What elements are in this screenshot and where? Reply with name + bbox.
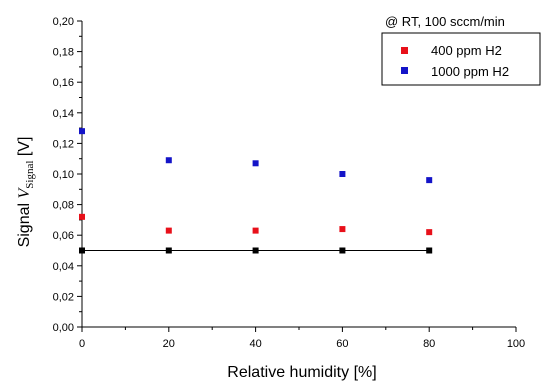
y-axis-title: Signal VSignal [V]: [16, 137, 36, 248]
x-tick-label: 80: [423, 338, 435, 350]
x-tick-label: 40: [249, 338, 261, 350]
y-axis-title-subscript: Signal: [24, 161, 36, 189]
series-1: [79, 128, 433, 184]
x-tick-label: 0: [79, 338, 85, 350]
data-point: [165, 227, 172, 234]
y-axis-title-prefix: Signal: [16, 199, 33, 248]
x-tick-label: 20: [163, 338, 175, 350]
data-point: [339, 247, 346, 254]
x-axis-title: Relative humidity [%]: [227, 364, 376, 381]
y-tick-label: 0,12: [53, 138, 74, 150]
data-point: [165, 157, 172, 164]
y-tick-label: 0,18: [53, 47, 74, 59]
data-point: [252, 227, 259, 234]
series-0: [79, 213, 433, 236]
series-2: [79, 247, 433, 254]
chart-ticks: 0,00 0,02 0,04 0,06 0,08 0,10 0,12 0,14 0,16 0,18…: [53, 16, 526, 350]
chart-marks: [79, 128, 433, 254]
data-point: [79, 213, 85, 220]
data-point: [252, 160, 259, 167]
y-axis-title-symbol: V: [16, 187, 33, 199]
y-tick-label: 0,10: [53, 169, 74, 181]
data-point: [426, 177, 433, 184]
y-tick-label: 0,06: [53, 230, 74, 242]
data-point: [339, 226, 346, 233]
y-tick-label: 0,08: [53, 200, 74, 212]
x-tick-label: 100: [507, 338, 525, 350]
data-point: [252, 247, 259, 254]
data-point: [79, 128, 85, 135]
y-tick-label: 0,16: [53, 77, 74, 89]
x-tick-label: 60: [336, 338, 348, 350]
y-tick-label: 0,04: [53, 261, 74, 273]
legend-box: [381, 32, 541, 86]
data-point: [426, 229, 433, 236]
data-point: [426, 247, 433, 254]
y-axis-title-suffix: [V]: [16, 137, 33, 161]
y-tick-label: 0,02: [53, 291, 74, 303]
data-point: [339, 171, 346, 177]
data-point: [79, 247, 85, 254]
legend-label-1000ppm: 1000 ppm H2: [431, 64, 509, 79]
condition-annotation: @ RT, 100 sccm/min: [385, 14, 505, 29]
y-tick-label: 0,20: [53, 16, 74, 28]
legend-label-400ppm: 400 ppm H2: [431, 43, 502, 58]
y-tick-label: 0,00: [53, 322, 74, 334]
legend-marker-1000ppm: [401, 67, 408, 74]
legend-marker-400ppm: [401, 47, 408, 54]
data-point: [165, 247, 172, 254]
legend: 400 ppm H2 1000 ppm H2: [381, 32, 541, 86]
y-tick-label: 0,14: [53, 108, 74, 120]
